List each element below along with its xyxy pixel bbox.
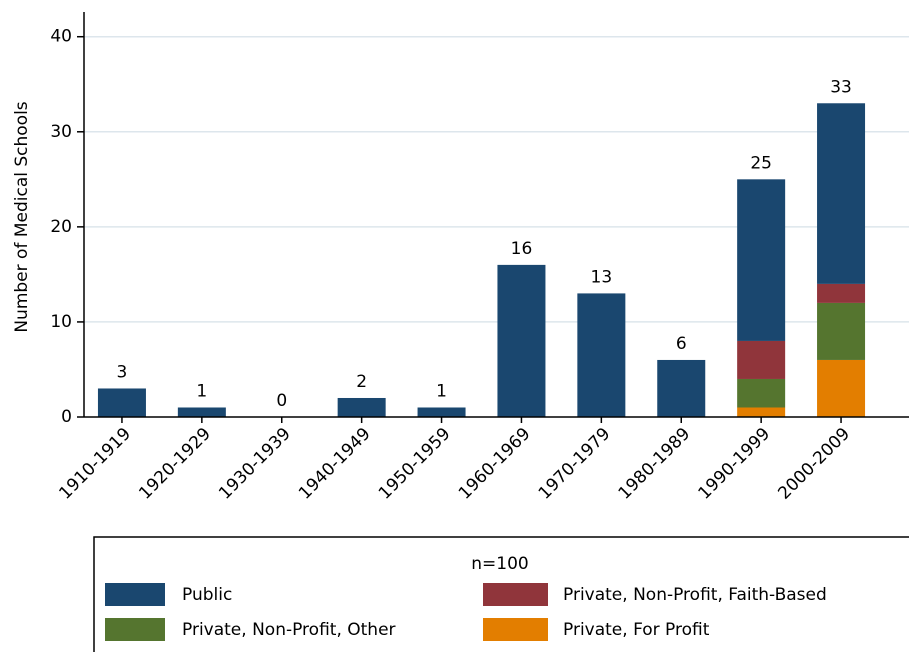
x-tick-label: 1920-1929: [135, 424, 215, 504]
bar-segment: [737, 407, 786, 417]
bar-segment: [817, 283, 866, 303]
total-label: 16: [511, 239, 533, 259]
legend-swatch: [105, 618, 165, 641]
bar-segment: [737, 378, 786, 408]
x-tick-label: 1930-1939: [215, 424, 295, 504]
y-axis-label: Number of Medical Schools: [12, 101, 32, 332]
y-tick-label: 40: [50, 27, 72, 47]
y-tick-label: 0: [61, 407, 72, 427]
total-label: 33: [830, 77, 852, 97]
legend-title: n=100: [471, 554, 528, 574]
y-tick-label: 10: [50, 312, 72, 332]
total-label: 0: [276, 391, 287, 411]
bar-segment: [817, 103, 866, 284]
total-label: 1: [436, 381, 447, 401]
y-tick-label: 20: [50, 217, 72, 237]
bar-segment: [657, 359, 706, 417]
bar-segment: [417, 407, 466, 417]
legend-swatch: [483, 583, 548, 606]
total-label: 13: [591, 267, 613, 287]
bar-segment: [737, 179, 786, 341]
bar-segment: [177, 407, 226, 417]
bar-segment: [97, 388, 146, 417]
x-tick-label: 2000-2009: [774, 424, 854, 504]
x-tick-label: 1940-1949: [295, 424, 375, 504]
x-tick-label: 1970-1979: [535, 424, 615, 504]
legend-label: Public: [182, 585, 232, 605]
x-tick-label: 1960-1969: [455, 424, 535, 504]
legend-label: Private, Non-Profit, Faith-Based: [563, 585, 827, 605]
x-tick-label: 1980-1989: [615, 424, 695, 504]
bar-segment: [577, 293, 626, 417]
x-tick-label: 1990-1999: [695, 424, 775, 504]
bar-segment: [737, 340, 786, 379]
x-tick-label: 1910-1919: [55, 424, 135, 504]
x-tick-label: 1950-1959: [375, 424, 455, 504]
bar-segment: [817, 359, 866, 417]
legend-label: Private, For Profit: [563, 620, 710, 640]
y-tick-label: 30: [50, 122, 72, 142]
legend-swatch: [105, 583, 165, 606]
legend-swatch: [483, 618, 548, 641]
total-label: 3: [117, 362, 128, 382]
total-label: 6: [676, 334, 687, 354]
bar-segment: [817, 302, 866, 360]
bar-segment: [497, 264, 546, 417]
bar-segment: [337, 397, 386, 417]
total-label: 1: [196, 381, 207, 401]
total-label: 2: [356, 372, 367, 392]
total-label: 25: [750, 153, 772, 173]
legend-label: Private, Non-Profit, Other: [182, 620, 396, 640]
